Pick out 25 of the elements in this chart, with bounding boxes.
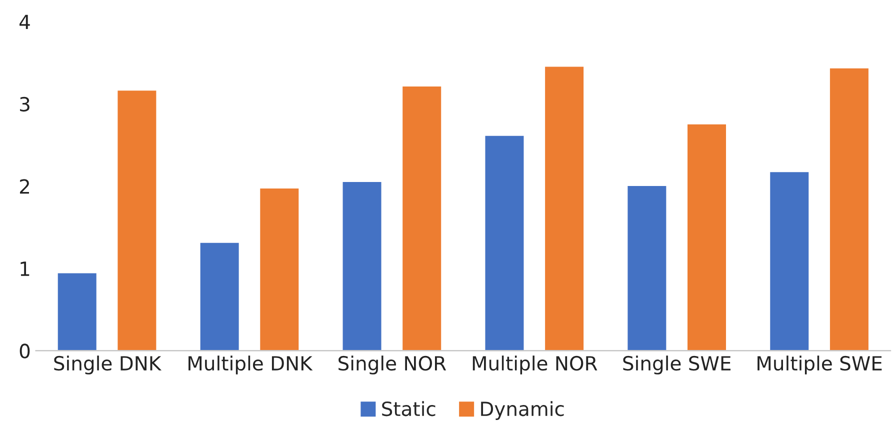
bar (544, 65, 585, 351)
bar (341, 180, 383, 351)
bar (198, 241, 240, 351)
y-tick-label: 3 (20, 96, 30, 112)
legend-label: Static (382, 401, 436, 416)
legend-label: Dynamic (481, 401, 564, 420)
bar (56, 272, 98, 351)
x-tick-label: Single DNK (54, 356, 162, 374)
bar (258, 187, 300, 351)
y-tick-label: 2 (20, 179, 29, 194)
y-tick-label: 4 (20, 14, 30, 30)
bar (626, 184, 668, 351)
bar (484, 134, 526, 351)
x-tick-label: Single SWE (623, 356, 731, 374)
bar (768, 170, 810, 351)
x-tick-label: Multiple SWE (758, 356, 882, 374)
x-tick-label: Single NOR (338, 356, 446, 374)
y-tick-label: 0 (20, 344, 30, 358)
x-tick-label: Multiple DNK (188, 356, 313, 374)
bar (686, 122, 728, 351)
bar (401, 85, 442, 351)
bar (116, 89, 158, 351)
x-tick-label: Multiple NOR (472, 356, 598, 374)
y-tick-label: 1 (20, 262, 30, 276)
bar (828, 67, 870, 351)
